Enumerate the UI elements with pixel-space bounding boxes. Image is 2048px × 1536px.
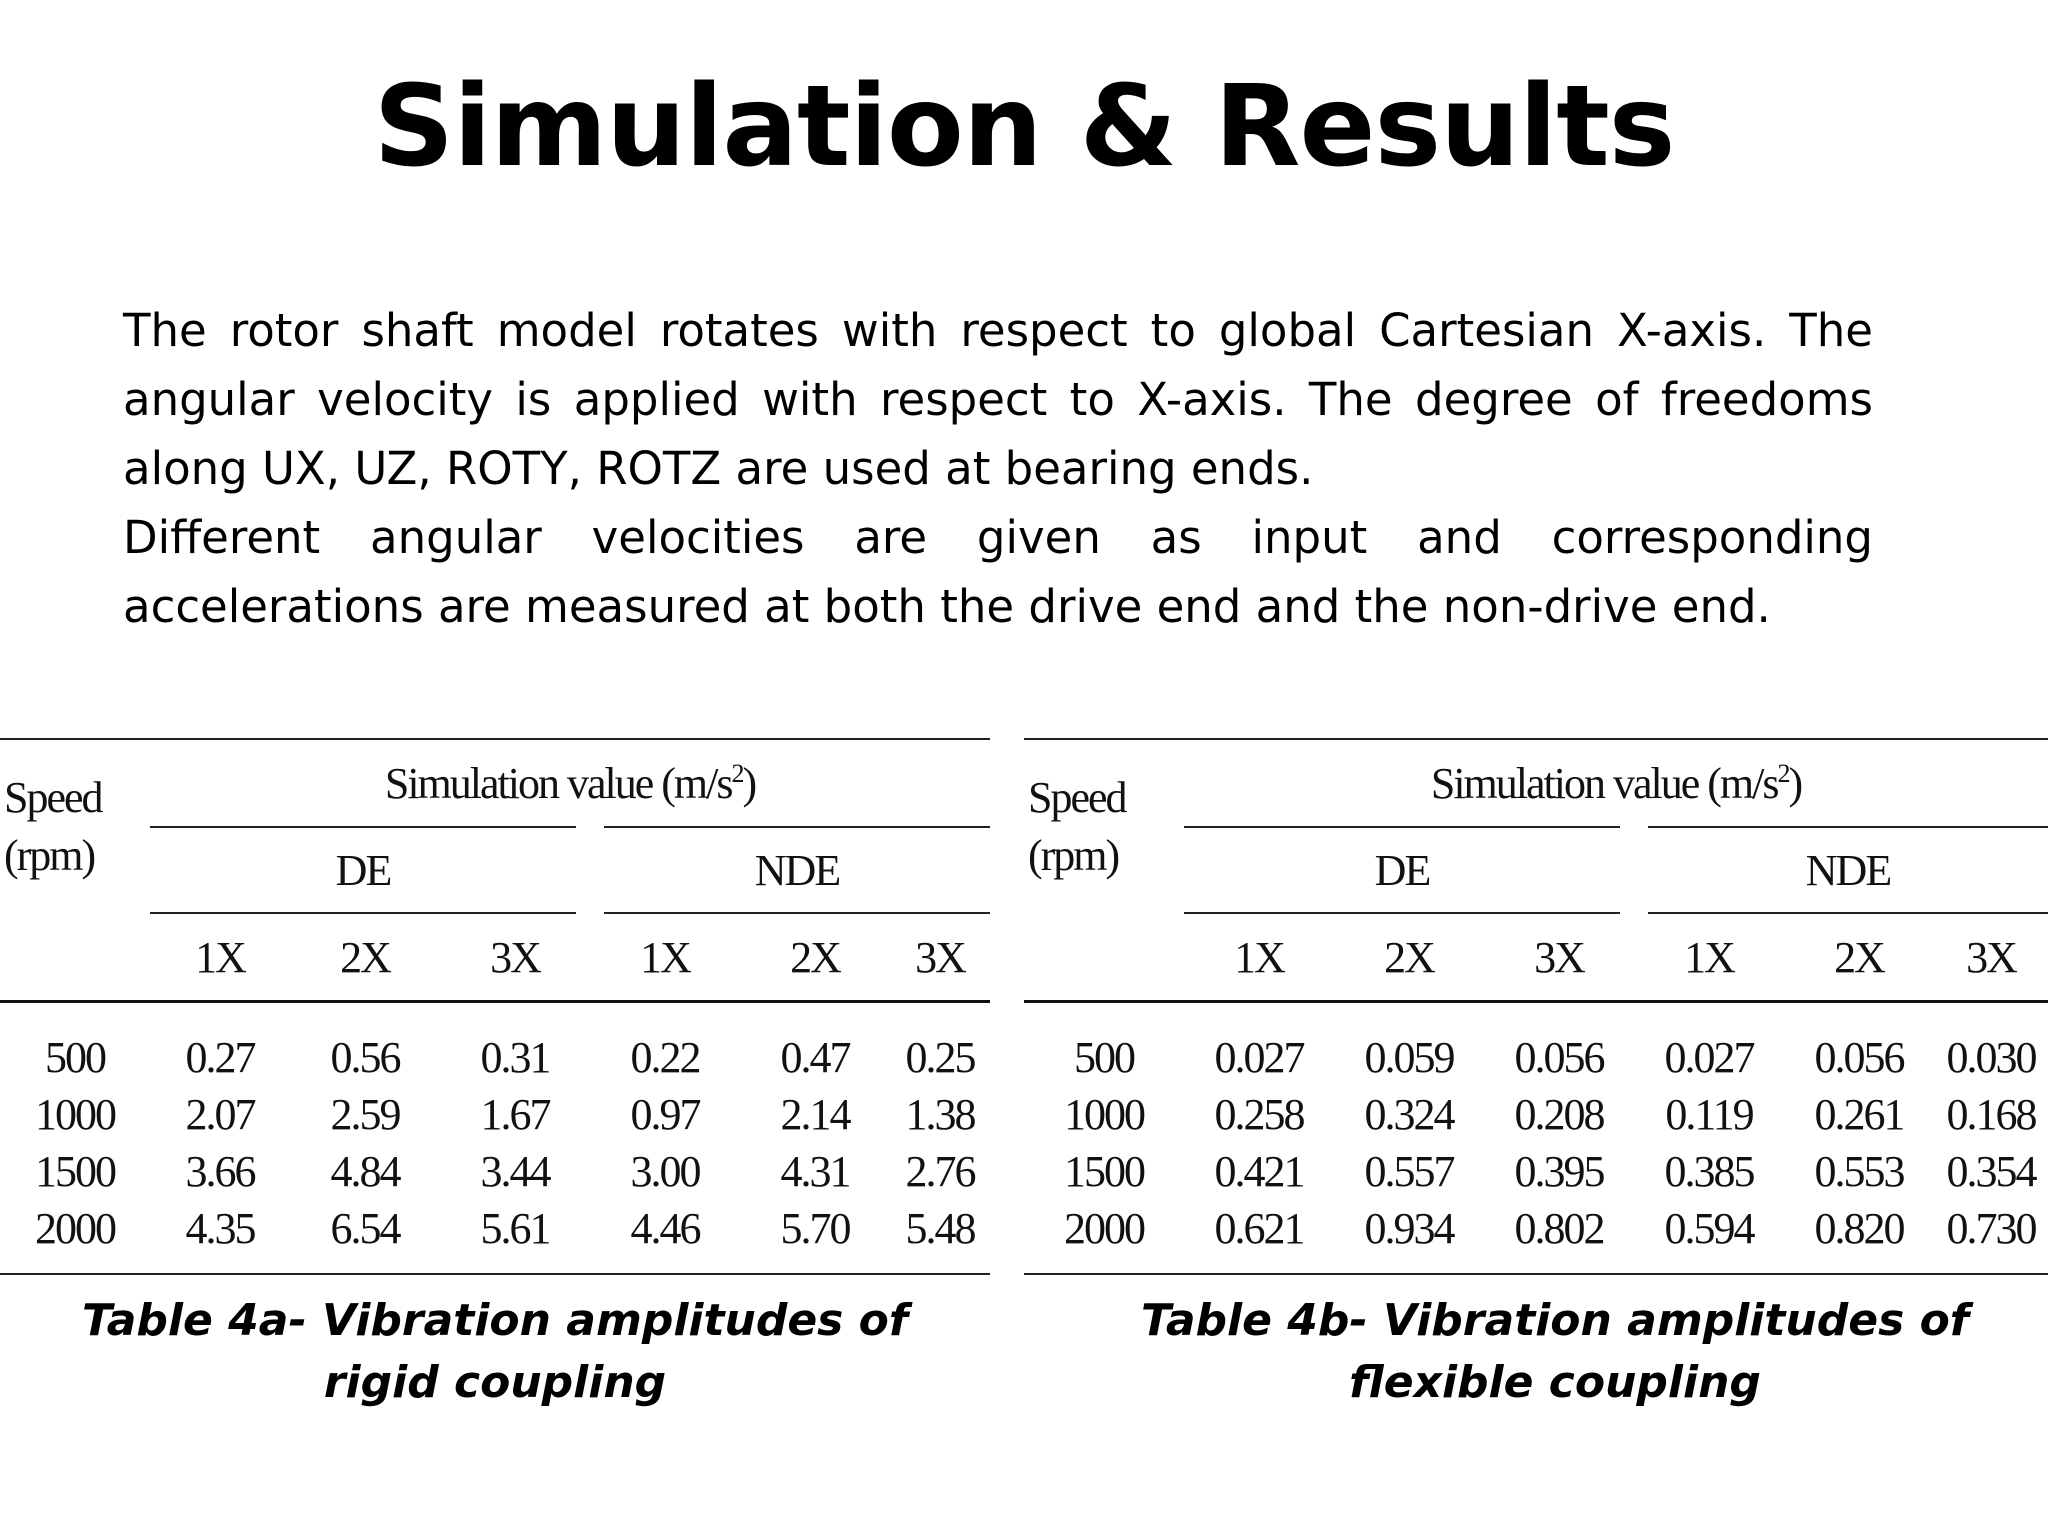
- speed-label: Speed: [1028, 772, 1128, 822]
- group-header: Simulation value (m/s2): [150, 740, 990, 828]
- speed-header: Speed (rpm): [1024, 740, 1184, 913]
- paragraph: Different angular velocities are given a…: [123, 511, 1873, 633]
- harmonic-header: 1X: [1234, 932, 1286, 982]
- group-header: Simulation value (m/s2): [1184, 740, 2048, 828]
- paragraph: The rotor shaft model rotates with respe…: [123, 304, 1873, 495]
- table-caption-rigid: Table 4a- Vibration amplitudes of rigid …: [81, 1295, 909, 1408]
- harmonic-header: 1X: [640, 932, 692, 982]
- table-row: 2000 0.621 0.934 0.802 0.594 0.820 0.730: [1024, 1200, 2048, 1275]
- harmonic-header: 3X: [915, 932, 967, 982]
- nde-header: NDE: [590, 827, 990, 914]
- harmonic-header: 1X: [195, 932, 247, 982]
- harmonic-header: 1X: [1684, 932, 1736, 982]
- table-caption-flexible: Table 4b- Vibration amplitudes of flexib…: [1141, 1295, 1969, 1408]
- de-header: DE: [1184, 827, 1648, 914]
- harmonic-header: 2X: [790, 932, 842, 982]
- harmonic-header: 3X: [1534, 932, 1586, 982]
- table-row: 1500 3.66 4.84 3.44 3.00 4.31 2.76: [35, 1147, 977, 1196]
- nde-header: NDE: [1634, 827, 2048, 914]
- speed-label: Speed: [4, 772, 104, 822]
- slide-title: Simulation & Results: [373, 62, 1676, 192]
- table-row: 500 0.027 0.059 0.056 0.027 0.056 0.030: [1024, 1000, 2048, 1086]
- harmonic-header: 3X: [490, 932, 542, 982]
- table-row: 1500 0.421 0.557 0.395 0.385 0.553 0.354: [1064, 1147, 2038, 1196]
- table-row: 500 0.27 0.56 0.31 0.22 0.47 0.25: [0, 1000, 990, 1086]
- speed-unit: (rpm): [4, 830, 96, 880]
- harmonic-header: 2X: [1384, 932, 1436, 982]
- speed-header: Speed (rpm): [0, 740, 150, 913]
- table-row: 2000 4.35 6.54 5.61 4.46 5.70 5.48: [0, 1200, 990, 1275]
- harmonic-header: 3X: [1966, 932, 2018, 982]
- table-row: 1000 0.258 0.324 0.208 0.119 0.261 0.168: [1064, 1090, 2038, 1139]
- de-header: DE: [150, 827, 604, 914]
- speed-unit: (rpm): [1028, 830, 1120, 880]
- harmonic-header: 2X: [1834, 932, 1886, 982]
- table-rigid-coupling: Speed (rpm) Simulation value (m/s2) DE N…: [0, 738, 990, 1275]
- table-row: 1000 2.07 2.59 1.67 0.97 2.14 1.38: [35, 1090, 977, 1139]
- harmonic-header: 2X: [340, 932, 392, 982]
- body-text: The rotor shaft model rotates with respe…: [123, 296, 1873, 641]
- table-flexible-coupling: Speed (rpm) Simulation value (m/s2) DE N…: [1024, 738, 2048, 1275]
